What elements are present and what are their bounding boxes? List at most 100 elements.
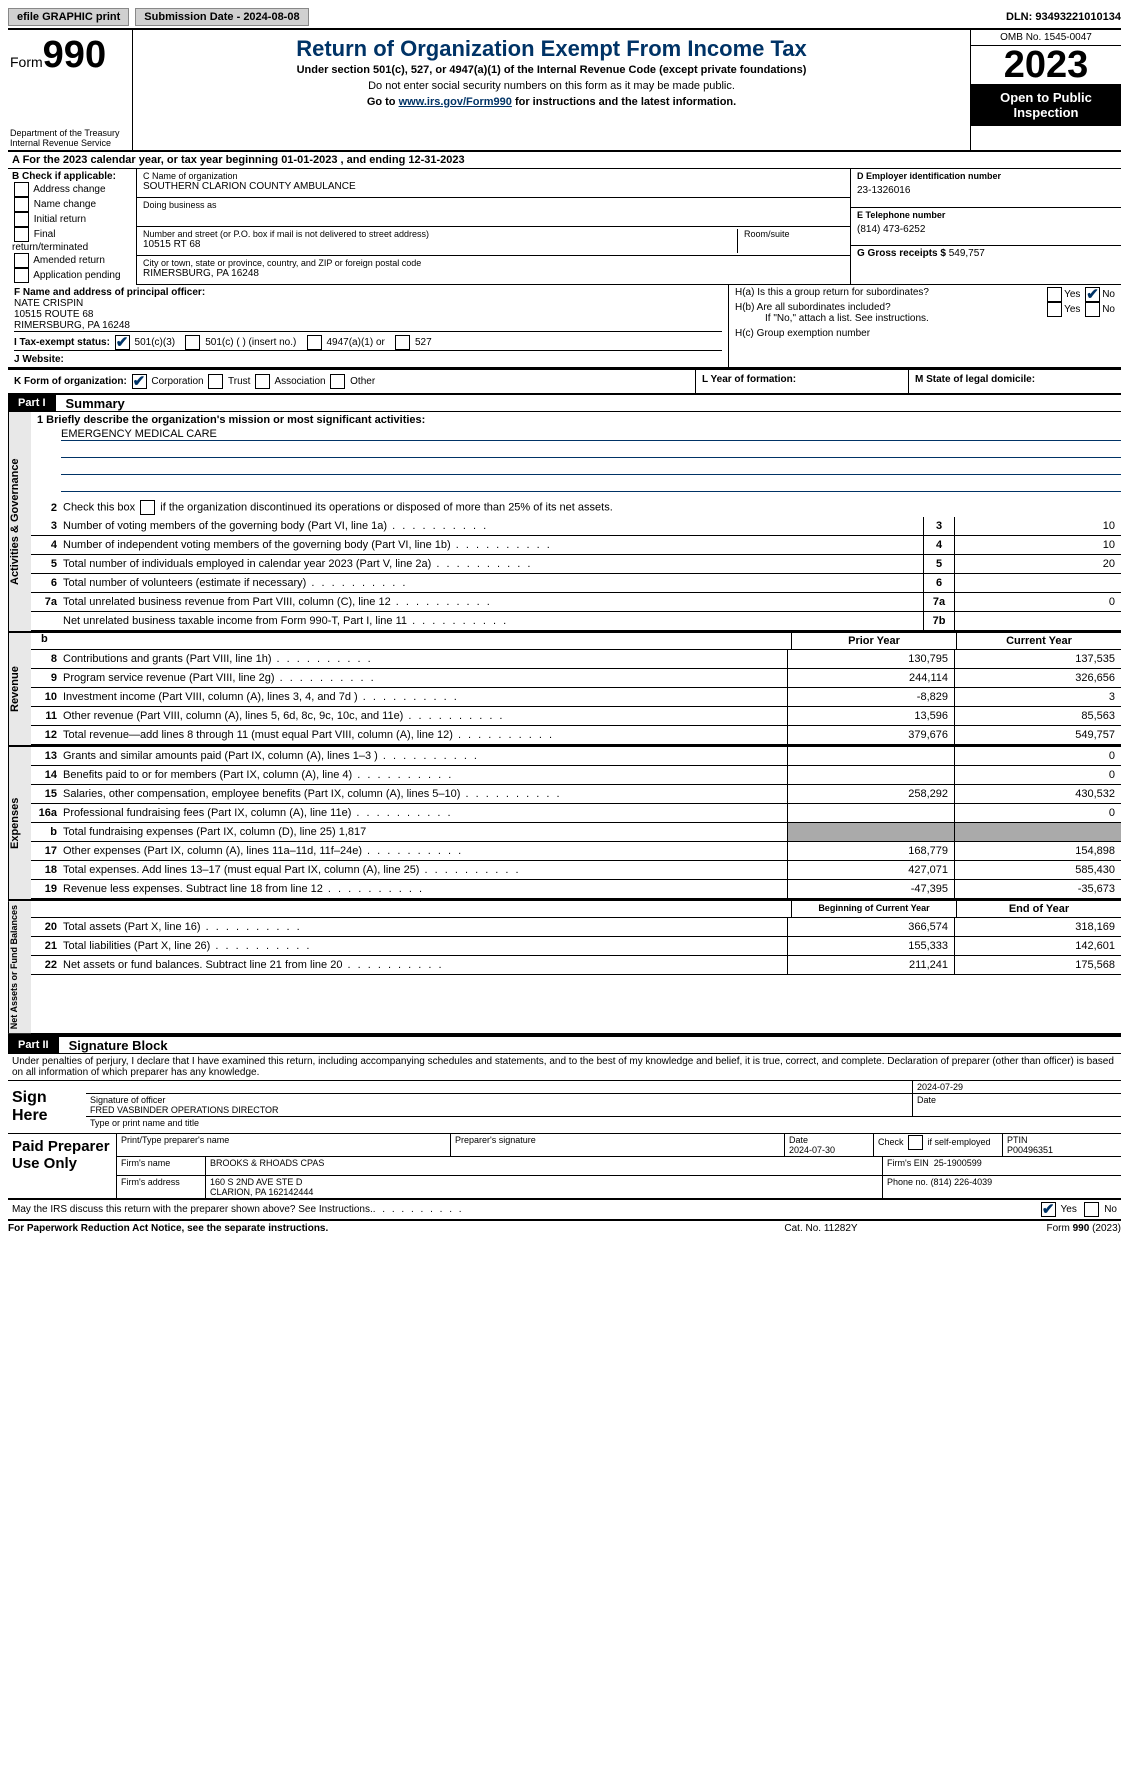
dept-treasury: Department of the Treasury Internal Reve… xyxy=(10,128,120,148)
chk-501c3[interactable] xyxy=(115,335,130,350)
paid-preparer-label: Paid Preparer Use Only xyxy=(8,1134,116,1198)
cat-no: Cat. No. 11282Y xyxy=(721,1223,921,1234)
ptin-value: P00496351 xyxy=(1007,1145,1053,1155)
street-label: Number and street (or P.O. box if mail i… xyxy=(143,229,737,239)
chk-application-pending[interactable]: Application pending xyxy=(12,268,132,283)
public-inspection: Open to Public Inspection xyxy=(971,84,1121,126)
firm-name-label: Firm's name xyxy=(116,1157,205,1175)
firm-ein: 25-1900599 xyxy=(934,1158,982,1168)
summary-line: 9Program service revenue (Part VIII, lin… xyxy=(31,669,1121,688)
sign-here-label: Sign Here xyxy=(8,1081,86,1133)
section-f-h: F Name and address of principal officer:… xyxy=(8,285,1121,369)
hb-no[interactable] xyxy=(1085,302,1100,317)
ein-label: D Employer identification number xyxy=(857,171,1115,181)
discuss-yes[interactable] xyxy=(1041,1202,1056,1217)
firm-name: BROOKS & RHOADS CPAS xyxy=(205,1157,882,1175)
header-subtitle-3: Go to www.irs.gov/Form990 for instructio… xyxy=(141,96,962,108)
entity-block: B Check if applicable: Address change Na… xyxy=(8,169,1121,285)
top-bar: efile GRAPHIC print Submission Date - 20… xyxy=(8,8,1121,30)
discuss-no[interactable] xyxy=(1084,1202,1099,1217)
current-year-hdr: Current Year xyxy=(956,633,1121,649)
city-value: RIMERSBURG, PA 16248 xyxy=(143,268,844,279)
form990-link[interactable]: www.irs.gov/Form990 xyxy=(399,96,512,108)
chk-name-change[interactable]: Name change xyxy=(12,197,132,212)
summary-line: 10Investment income (Part VIII, column (… xyxy=(31,688,1121,707)
type-print-label: Type or print name and title xyxy=(86,1117,1121,1129)
summary-line: bTotal fundraising expenses (Part IX, co… xyxy=(31,823,1121,842)
mission-line-4 xyxy=(61,475,1121,492)
tab-expenses: Expenses xyxy=(8,747,31,899)
hb-yes[interactable] xyxy=(1047,302,1062,317)
tax-exempt-label: I Tax-exempt status: xyxy=(14,337,110,348)
chk-amended-return[interactable]: Amended return xyxy=(12,253,132,268)
officer-name: NATE CRISPIN xyxy=(14,298,722,309)
summary-line: 12Total revenue—add lines 8 through 11 (… xyxy=(31,726,1121,745)
summary-line: 20Total assets (Part X, line 16)366,5743… xyxy=(31,918,1121,937)
officer-city: RIMERSBURG, PA 16248 xyxy=(14,320,722,331)
part1-header: Part I Summary xyxy=(8,393,1121,412)
chk-address-change[interactable]: Address change xyxy=(12,182,132,197)
chk-trust[interactable] xyxy=(208,374,223,389)
tab-revenue: Revenue xyxy=(8,633,31,745)
efile-button[interactable]: efile GRAPHIC print xyxy=(8,8,129,26)
website-label: J Website: xyxy=(14,354,64,365)
chk-4947[interactable] xyxy=(307,335,322,350)
expenses-section: Expenses 13Grants and similar amounts pa… xyxy=(8,747,1121,901)
summary-line: 8Contributions and grants (Part VIII, li… xyxy=(31,650,1121,669)
chk-527[interactable] xyxy=(395,335,410,350)
prep-name-label: Print/Type preparer's name xyxy=(116,1134,450,1156)
firm-phone: (814) 226-4039 xyxy=(931,1177,993,1187)
prior-year-hdr: Prior Year xyxy=(791,633,956,649)
chk-assoc[interactable] xyxy=(255,374,270,389)
prep-sig-label: Preparer's signature xyxy=(450,1134,784,1156)
gross-value: 549,757 xyxy=(949,248,985,259)
mission-line-3 xyxy=(61,458,1121,475)
sig-officer-name: FRED VASBINDER OPERATIONS DIRECTOR xyxy=(90,1105,908,1115)
summary-line: 21Total liabilities (Part X, line 26)155… xyxy=(31,937,1121,956)
part2-header: Part II Signature Block xyxy=(8,1035,1121,1054)
line-a-tax-year: A For the 2023 calendar year, or tax yea… xyxy=(8,152,1121,169)
dba-label: Doing business as xyxy=(143,200,844,210)
chk-other[interactable] xyxy=(330,374,345,389)
sig-officer-label: Signature of officer xyxy=(90,1095,908,1105)
line2-text: Check this box if the organization disco… xyxy=(63,498,1121,517)
summary-line: 15Salaries, other compensation, employee… xyxy=(31,785,1121,804)
perjury-text: Under penalties of perjury, I declare th… xyxy=(8,1054,1121,1081)
summary-line: 18Total expenses. Add lines 13–17 (must … xyxy=(31,861,1121,880)
header-subtitle-2: Do not enter social security numbers on … xyxy=(141,80,962,92)
summary-line: 4Number of independent voting members of… xyxy=(31,536,1121,555)
summary-line: 13Grants and similar amounts paid (Part … xyxy=(31,747,1121,766)
col-b-header: B Check if applicable: xyxy=(12,171,132,182)
footer-form: Form 990 (2023) xyxy=(921,1223,1121,1234)
summary-line: 14Benefits paid to or for members (Part … xyxy=(31,766,1121,785)
chk-final-return[interactable]: Final return/terminated xyxy=(12,227,132,253)
chk-initial-return[interactable]: Initial return xyxy=(12,212,132,227)
summary-line: 17Other expenses (Part IX, column (A), l… xyxy=(31,842,1121,861)
submission-date: Submission Date - 2024-08-08 xyxy=(135,8,308,26)
tab-governance: Activities & Governance xyxy=(8,412,31,631)
street-value: 10515 RT 68 xyxy=(143,239,737,250)
chk-self-emp[interactable] xyxy=(908,1135,923,1150)
summary-line: 19Revenue less expenses. Subtract line 1… xyxy=(31,880,1121,899)
ha-no[interactable] xyxy=(1085,287,1100,302)
summary-line: 6Total number of volunteers (estimate if… xyxy=(31,574,1121,593)
summary-line: 5Total number of individuals employed in… xyxy=(31,555,1121,574)
line1-label: 1 Briefly describe the organization's mi… xyxy=(37,414,425,426)
row-klm: K Form of organization: Corporation Trus… xyxy=(8,369,1121,393)
revenue-section: Revenue b Prior Year Current Year 8Contr… xyxy=(8,633,1121,747)
phone-label: E Telephone number xyxy=(857,210,1115,220)
officer-street: 10515 ROUTE 68 xyxy=(14,309,722,320)
summary-line: 16aProfessional fundraising fees (Part I… xyxy=(31,804,1121,823)
netassets-section: Net Assets or Fund Balances Beginning of… xyxy=(8,901,1121,1035)
city-label: City or town, state or province, country… xyxy=(143,258,844,268)
hb-row: H(b) Are all subordinates included? Yes … xyxy=(735,302,1115,313)
summary-line: Net unrelated business taxable income fr… xyxy=(31,612,1121,631)
tax-year: 2023 xyxy=(971,46,1121,84)
signature-block: Under penalties of perjury, I declare th… xyxy=(8,1054,1121,1221)
chk-501c[interactable] xyxy=(185,335,200,350)
state-domicile-label: M State of legal domicile: xyxy=(915,374,1035,385)
chk-discontinued[interactable] xyxy=(140,500,155,515)
chk-corp[interactable] xyxy=(132,374,147,389)
prep-date: 2024-07-30 xyxy=(789,1145,835,1155)
ha-yes[interactable] xyxy=(1047,287,1062,302)
